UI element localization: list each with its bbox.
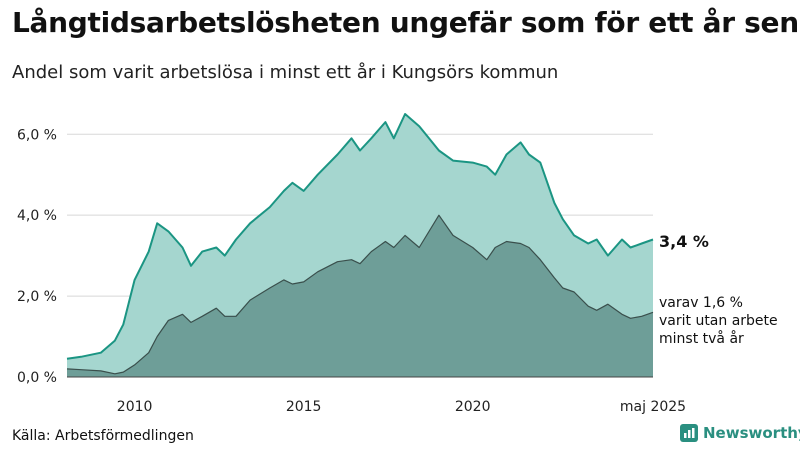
y-tick-label: 6,0 % [17,127,57,143]
y-tick-label: 2,0 % [17,289,57,305]
x-tick-label: 2015 [286,399,322,415]
end-label-total: 3,4 % [659,232,709,251]
chart-bars-icon [680,424,698,442]
x-tick-label: maj 2025 [620,399,686,415]
brand-logo: Newsworthy [680,424,800,442]
x-tick-label: 2010 [117,399,153,415]
line-long [66,214,654,375]
source-note: Källa: Arbetsförmedlingen [12,428,194,444]
brand-name: Newsworthy [703,424,800,442]
end-label-long: varav 1,6 % [659,295,743,311]
x-tick-label: 2020 [455,399,491,415]
area-long [67,215,653,377]
y-tick-label: 0,0 % [17,370,57,386]
y-tick-label: 4,0 % [17,208,57,224]
end-label-long: varit utan arbete [659,313,778,329]
end-label-long: minst två år [659,330,744,347]
line-total [66,113,654,360]
chart-title: Långtidsarbetslösheten ungefär som för e… [12,6,799,39]
chart-subtitle: Andel som varit arbetslösa i minst ett å… [12,62,559,83]
